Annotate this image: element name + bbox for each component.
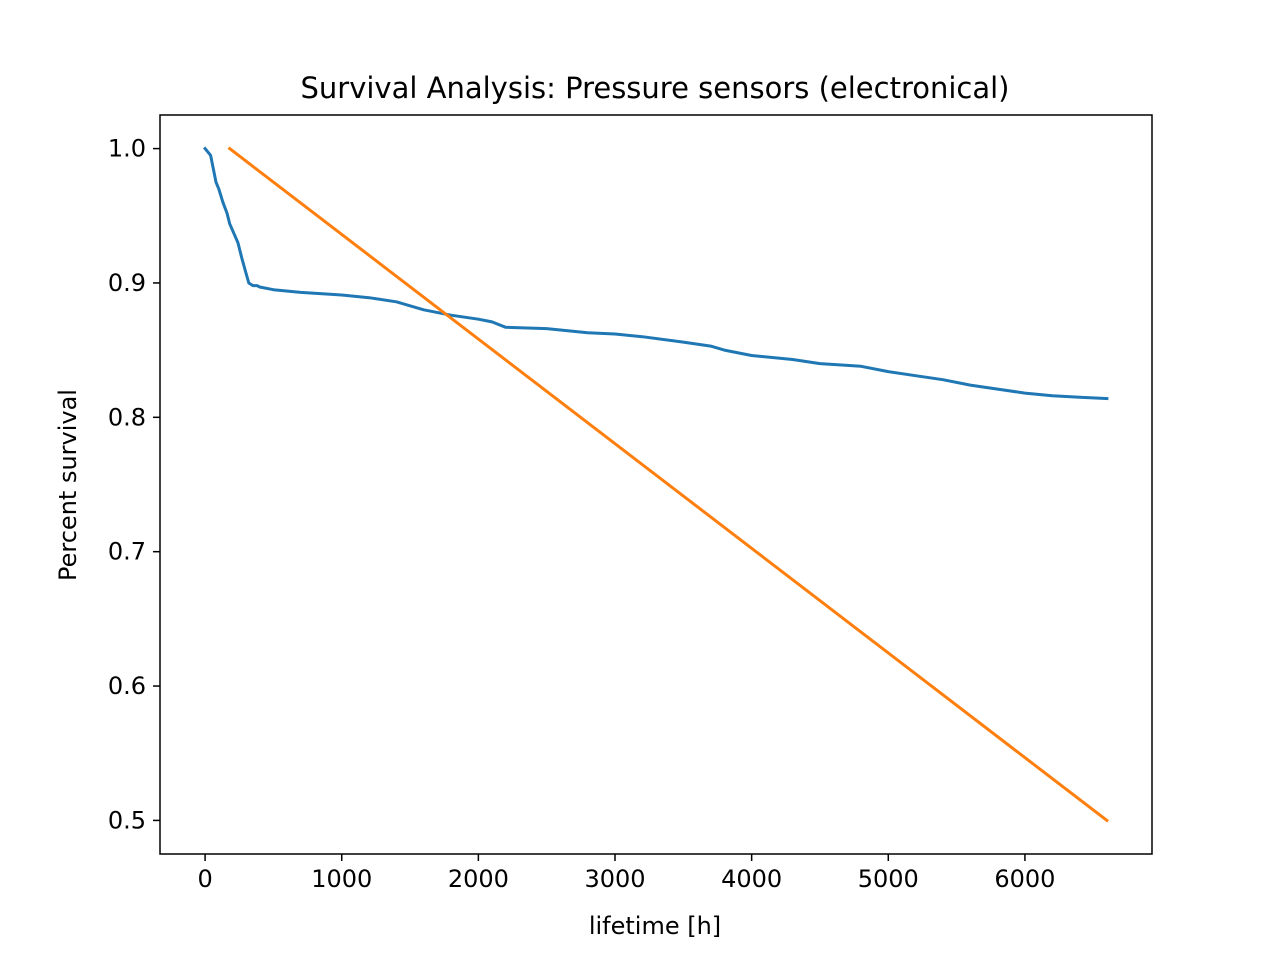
x-tick-label: 3000	[584, 865, 645, 893]
x-tick-label: 6000	[994, 865, 1055, 893]
x-tick-label: 0	[197, 865, 212, 893]
series-line-1	[202, 146, 1109, 401]
y-axis-label: Percent survival	[54, 389, 82, 581]
chart-title: Survival Analysis: Pressure sensors (ele…	[300, 71, 1009, 105]
x-axis-label: lifetime [h]	[589, 912, 721, 940]
x-tick-label: 1000	[311, 865, 372, 893]
y-tick-label: 0.6	[108, 672, 146, 700]
x-tick-label: 5000	[858, 865, 919, 893]
axes-frame	[159, 114, 1153, 855]
x-tick-label: 4000	[721, 865, 782, 893]
y-tick-label: 0.9	[108, 269, 146, 297]
y-tick-label: 1.0	[108, 135, 146, 163]
y-tick-label: 0.7	[108, 538, 146, 566]
series-line-2	[227, 146, 1110, 823]
x-tick-label: 2000	[448, 865, 509, 893]
plot-area: 0 1000 2000 3000 4000 5000 6000 0.5 0.6 0.7 0.8 0.9…	[108, 114, 1153, 893]
y-tick-label: 0.5	[108, 806, 146, 834]
y-tick-label: 0.8	[108, 403, 146, 431]
